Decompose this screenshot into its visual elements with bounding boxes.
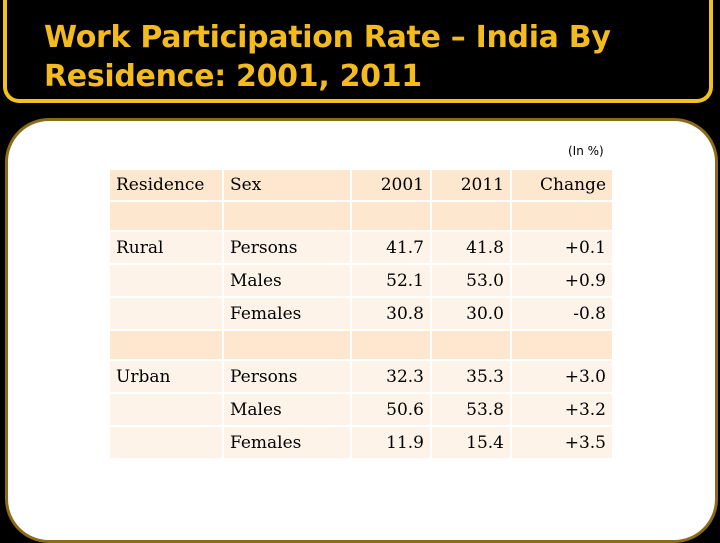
- wpr-table: Residence Sex 2001 2011 Change Rural Per…: [108, 168, 614, 460]
- sex-cell: Males: [224, 394, 350, 425]
- table-row: Rural Persons 41.7 41.8 +0.1: [110, 232, 612, 263]
- value-2011: 53.0: [432, 265, 510, 296]
- title-line-2: Residence: 2001, 2011: [44, 59, 422, 94]
- table-row: Females 11.9 15.4 +3.5: [110, 427, 612, 458]
- value-2011: 53.8: [432, 394, 510, 425]
- value-2001: 41.7: [352, 232, 430, 263]
- unit-note: (In %): [568, 144, 604, 158]
- sex-cell: Males: [224, 265, 350, 296]
- header-sex: Sex: [224, 170, 350, 200]
- value-2001: 32.3: [352, 361, 430, 392]
- title-line-1: Work Participation Rate – India By: [44, 20, 611, 55]
- value-2001: 30.8: [352, 298, 430, 329]
- sex-cell: Females: [224, 427, 350, 458]
- header-2001: 2001: [352, 170, 430, 200]
- value-change: +3.0: [512, 361, 612, 392]
- table-header-row: Residence Sex 2001 2011 Change: [110, 170, 612, 200]
- value-change: +0.9: [512, 265, 612, 296]
- sex-cell: Persons: [224, 361, 350, 392]
- header-residence: Residence: [110, 170, 222, 200]
- value-change: +0.1: [512, 232, 612, 263]
- table-row: Males 52.1 53.0 +0.9: [110, 265, 612, 296]
- sex-cell: Persons: [224, 232, 350, 263]
- table-row: Females 30.8 30.0 -0.8: [110, 298, 612, 329]
- header-2011: 2011: [432, 170, 510, 200]
- value-2001: 50.6: [352, 394, 430, 425]
- sex-cell: Females: [224, 298, 350, 329]
- value-2011: 30.0: [432, 298, 510, 329]
- header-change: Change: [512, 170, 612, 200]
- value-2011: 35.3: [432, 361, 510, 392]
- title-banner: [3, 0, 713, 103]
- residence-cell: Urban: [110, 361, 222, 392]
- value-change: +3.5: [512, 427, 612, 458]
- slide-title: Work Participation Rate – India By Resid…: [44, 18, 684, 96]
- table-row: Males 50.6 53.8 +3.2: [110, 394, 612, 425]
- value-change: -0.8: [512, 298, 612, 329]
- residence-cell: Rural: [110, 232, 222, 263]
- table-row: Urban Persons 32.3 35.3 +3.0: [110, 361, 612, 392]
- value-2001: 11.9: [352, 427, 430, 458]
- value-2011: 41.8: [432, 232, 510, 263]
- value-2011: 15.4: [432, 427, 510, 458]
- spacer-row: [110, 331, 612, 359]
- value-2001: 52.1: [352, 265, 430, 296]
- value-change: +3.2: [512, 394, 612, 425]
- spacer-row: [110, 202, 612, 230]
